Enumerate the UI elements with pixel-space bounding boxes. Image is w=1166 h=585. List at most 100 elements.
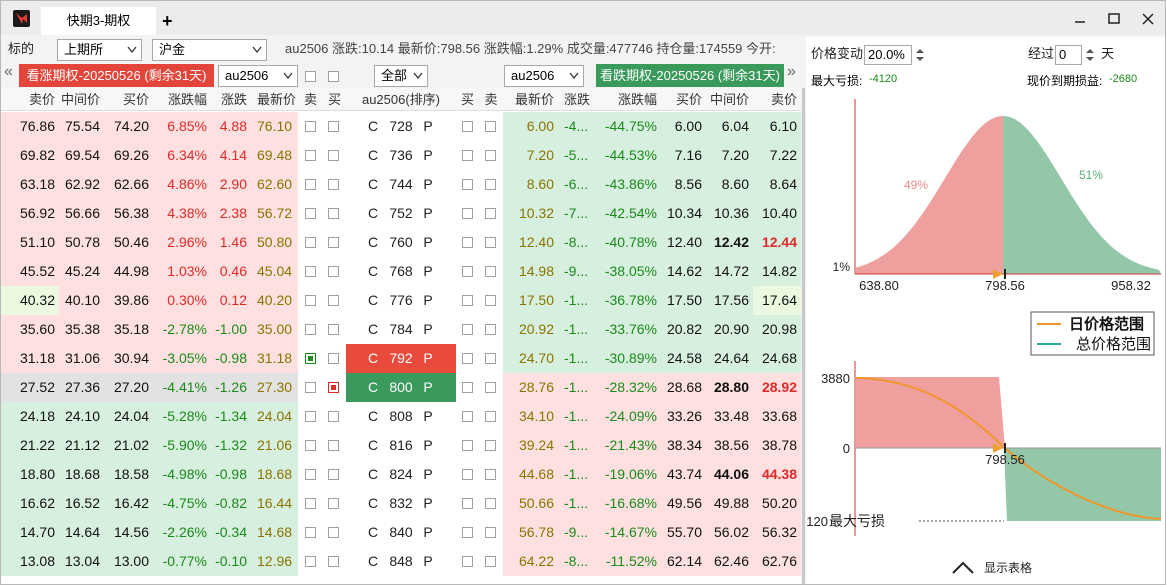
put-cell[interactable]: -9... (564, 524, 589, 540)
strike[interactable]: 784 (389, 321, 413, 337)
column-header[interactable]: 中间价 (709, 92, 749, 107)
next-expiry[interactable]: » (787, 63, 796, 80)
call-buy-checkbox[interactable] (328, 469, 339, 480)
column-header[interactable]: 买 (460, 92, 474, 107)
put-cell[interactable]: 7.20 (526, 147, 554, 163)
put-cell[interactable]: 56.32 (761, 524, 797, 540)
put-cell[interactable]: 64.22 (518, 553, 554, 569)
call-cell[interactable]: 50.46 (113, 234, 149, 250)
put-cell[interactable]: 43.74 (666, 466, 702, 482)
call-buy-checkbox[interactable] (328, 527, 339, 538)
put-sell-checkbox[interactable] (485, 411, 496, 422)
put-cell[interactable]: 14.98 (518, 263, 554, 279)
column-header[interactable]: 涨跌 (220, 92, 247, 107)
put-tag[interactable]: P (423, 176, 433, 192)
strike[interactable]: 736 (389, 147, 413, 163)
put-sell-checkbox[interactable] (485, 382, 496, 393)
call-cell[interactable]: 24.04 (113, 408, 149, 424)
put-cell[interactable]: 28.68 (666, 379, 702, 395)
put-cell[interactable]: -1... (564, 437, 589, 453)
put-sell-checkbox[interactable] (485, 121, 496, 132)
put-cell[interactable]: 62.14 (666, 553, 702, 569)
call-cell[interactable]: 40.20 (257, 292, 293, 308)
put-buy-checkbox[interactable] (462, 440, 473, 451)
put-buy-checkbox[interactable] (462, 121, 473, 132)
call-cell[interactable]: 56.72 (257, 205, 293, 221)
put-cell[interactable]: -30.89% (604, 350, 657, 366)
exchange-select[interactable]: 上期所 (57, 39, 142, 61)
call-cell[interactable]: -4.75% (162, 495, 207, 511)
call-cell[interactable]: 1.03% (167, 263, 207, 279)
put-tag[interactable]: P (423, 408, 433, 424)
put-cell[interactable]: 20.90 (713, 321, 749, 337)
put-tag[interactable]: P (423, 292, 433, 308)
call-cell[interactable]: 76.86 (19, 118, 55, 134)
call-cell[interactable]: 0.30% (167, 292, 207, 308)
put-contract-select[interactable]: au2506 (504, 65, 584, 87)
put-buy-checkbox[interactable] (462, 382, 473, 393)
call-cell[interactable]: 24.04 (257, 408, 293, 424)
call-cell[interactable]: 24.10 (64, 408, 100, 424)
call-cell[interactable]: -0.82 (215, 495, 247, 511)
call-cell[interactable]: 35.38 (64, 321, 100, 337)
call-cell[interactable]: 21.02 (113, 437, 149, 453)
call-cell[interactable]: 27.20 (113, 379, 149, 395)
call-cell[interactable]: 56.38 (113, 205, 149, 221)
call-cell[interactable]: 2.38 (219, 205, 247, 221)
call-buy-checkbox[interactable] (328, 150, 339, 161)
put-cell[interactable]: 17.56 (713, 292, 749, 308)
call-cell[interactable]: 16.44 (257, 495, 293, 511)
show-table-button[interactable]: 显示表格 (984, 560, 1032, 575)
put-buy-checkbox[interactable] (462, 527, 473, 538)
strike[interactable]: 832 (389, 495, 413, 511)
call-cell[interactable]: -1.32 (215, 437, 247, 453)
put-sell-checkbox[interactable] (485, 150, 496, 161)
call-cell[interactable]: 16.52 (64, 495, 100, 511)
put-sell-checkbox[interactable] (485, 266, 496, 277)
put-sell-checkbox[interactable] (485, 469, 496, 480)
put-cell[interactable]: -9... (564, 263, 589, 279)
column-header[interactable]: 涨跌幅 (617, 92, 657, 107)
call-tag[interactable]: C (367, 205, 379, 221)
put-cell[interactable]: -1... (564, 321, 589, 337)
call-cell[interactable]: -1.34 (215, 408, 247, 424)
put-cell[interactable]: 17.50 (666, 292, 702, 308)
put-sell-checkbox[interactable] (485, 498, 496, 509)
call-cell[interactable]: 16.62 (19, 495, 55, 511)
call-cell[interactable]: 35.00 (257, 321, 293, 337)
call-tag[interactable]: C (367, 408, 379, 424)
put-buy-checkbox[interactable] (462, 353, 473, 364)
call-cell[interactable]: 6.85% (167, 118, 207, 134)
column-header[interactable]: 买价 (675, 92, 702, 107)
call-cell[interactable]: 62.92 (64, 176, 100, 192)
call-cell[interactable]: 0.46 (219, 263, 247, 279)
put-tag[interactable]: P (423, 205, 433, 221)
call-sell-checkbox[interactable] (305, 324, 316, 335)
put-cell[interactable]: 7.20 (721, 147, 749, 163)
put-cell[interactable]: -42.54% (604, 205, 657, 221)
call-cell[interactable]: 56.92 (19, 205, 55, 221)
put-sell-checkbox[interactable] (485, 353, 496, 364)
put-tag[interactable]: P (423, 263, 433, 279)
put-cell[interactable]: 55.70 (666, 524, 702, 540)
put-cell[interactable]: 7.16 (674, 147, 702, 163)
call-buy-checkbox[interactable] (328, 295, 339, 306)
strike[interactable]: 768 (389, 263, 413, 279)
put-cell[interactable]: 12.40 (518, 234, 554, 250)
put-cell[interactable]: 12.42 (713, 234, 749, 250)
call-cell[interactable]: -4.98% (162, 466, 207, 482)
put-cell[interactable]: 49.56 (666, 495, 702, 511)
put-buy-checkbox[interactable] (462, 295, 473, 306)
call-cell[interactable]: 45.24 (64, 263, 100, 279)
call-cell[interactable]: 76.10 (257, 118, 293, 134)
call-cell[interactable]: -0.98 (215, 350, 247, 366)
call-cell[interactable]: 4.14 (219, 147, 247, 163)
call-cell[interactable]: 35.60 (19, 321, 55, 337)
put-cell[interactable]: -5... (564, 147, 589, 163)
put-cell[interactable]: -44.75% (604, 118, 657, 134)
strike[interactable]: 728 (389, 118, 413, 134)
put-cell[interactable]: -8... (564, 553, 589, 569)
call-cell[interactable]: -0.77% (162, 553, 207, 569)
call-cell[interactable]: 13.08 (19, 553, 55, 569)
put-cell[interactable]: 8.64 (769, 176, 797, 192)
